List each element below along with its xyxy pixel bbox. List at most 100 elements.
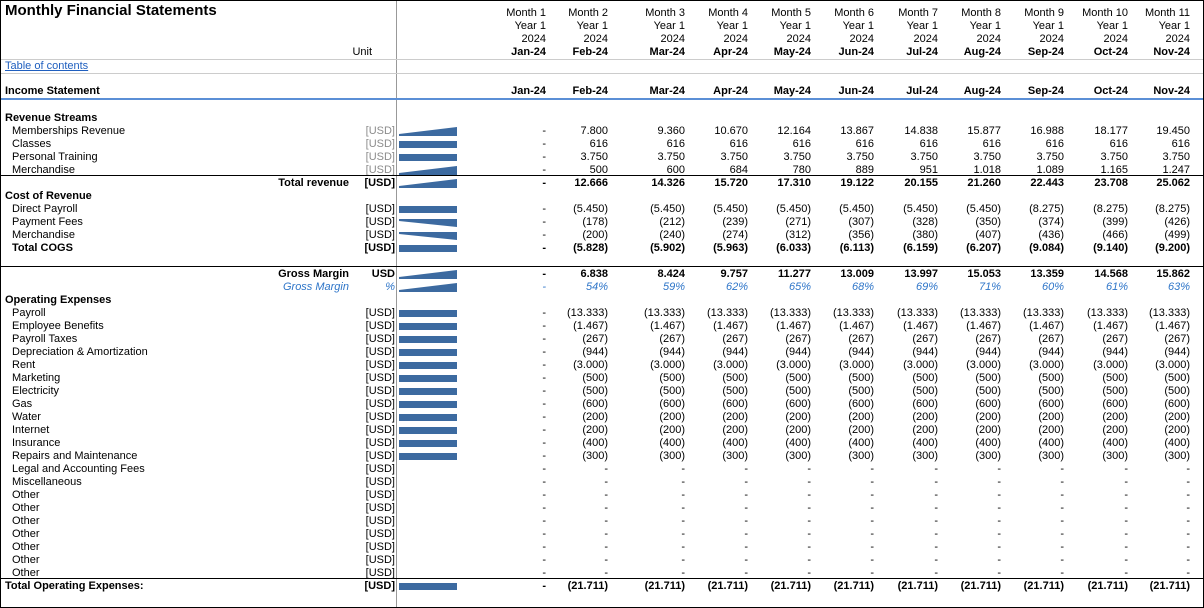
row-label: Other <box>12 567 40 579</box>
cell-value: (500) <box>659 372 685 384</box>
header-calendar-years: 2024 <box>913 33 938 45</box>
cell-value: (200) <box>785 411 811 423</box>
row-unit: [USD] <box>365 411 395 423</box>
cell-value: (466) <box>1102 229 1128 241</box>
cell-value: (200) <box>659 424 685 436</box>
cell-value: (399) <box>1102 216 1128 228</box>
cell-value: 3.750 <box>973 151 1001 163</box>
cell-value: 616 <box>589 138 608 150</box>
column-date: Feb-24 <box>572 85 608 97</box>
cell-value: (13.333) <box>567 307 608 319</box>
cell-value: (944) <box>1102 346 1128 358</box>
cell-value: - <box>744 541 748 553</box>
row-label: Internet <box>12 424 50 436</box>
cell-value: - <box>542 164 546 176</box>
cell-value: (300) <box>659 450 685 462</box>
cell-value: - <box>1124 502 1128 514</box>
row-unit: % <box>385 281 395 293</box>
row-unit: [USD] <box>365 359 395 371</box>
header-dates: Jun-24 <box>838 46 874 58</box>
cell-value: 21.260 <box>967 177 1001 189</box>
cell-value: (9.200) <box>1155 242 1190 254</box>
cell-value: (5.902) <box>650 242 685 254</box>
cell-value: - <box>604 489 608 501</box>
cell-value: (8.275) <box>1093 203 1128 215</box>
cell-value: - <box>997 463 1001 475</box>
cell-value: - <box>1186 502 1190 514</box>
row-label: Payroll Taxes <box>12 333 78 345</box>
cell-value: (400) <box>1164 437 1190 449</box>
cell-value: - <box>870 463 874 475</box>
header-years: Year 1 <box>969 20 1001 32</box>
cell-value: - <box>1124 515 1128 527</box>
cell-value: - <box>934 541 938 553</box>
row-label: Depreciation & Amortization <box>12 346 148 358</box>
row-label: Payment Fees <box>12 216 83 228</box>
row-label: Merchandise <box>12 229 75 241</box>
cell-value: (944) <box>1038 346 1064 358</box>
cell-value: - <box>542 320 546 332</box>
cell-value: (6.113) <box>839 242 874 254</box>
sparkline-shape <box>399 323 457 330</box>
cell-value: 19.450 <box>1156 125 1190 137</box>
cell-value: - <box>997 567 1001 579</box>
cell-value: (5.963) <box>713 242 748 254</box>
row-unit: [USD] <box>365 489 395 501</box>
cell-value: 889 <box>855 164 874 176</box>
cell-value: (267) <box>1038 333 1064 345</box>
cell-value: (944) <box>912 346 938 358</box>
sheet-title: Monthly Financial Statements <box>5 2 217 19</box>
cell-value: (1.467) <box>1029 320 1064 332</box>
row-unit: [USD] <box>365 385 395 397</box>
row-label: Electricity <box>12 385 60 397</box>
cell-value: (500) <box>722 385 748 397</box>
cell-value: (500) <box>848 372 874 384</box>
row-label: Other <box>12 489 40 501</box>
cell-value: 12.666 <box>574 177 608 189</box>
cell-value: (13.333) <box>770 307 811 319</box>
cell-value: 10.670 <box>714 125 748 137</box>
row-unit: [USD] <box>364 242 395 254</box>
row-unit: [USD] <box>365 216 395 228</box>
column-date: May-24 <box>773 85 811 97</box>
row-unit: [USD] <box>365 151 395 163</box>
row-label: Other <box>12 541 40 553</box>
sparkline <box>399 440 457 447</box>
header-months: Month 5 <box>771 7 811 19</box>
cell-value: (600) <box>912 398 938 410</box>
cell-value: (500) <box>1102 385 1128 397</box>
cell-value: (200) <box>1038 424 1064 436</box>
cell-value: - <box>1060 502 1064 514</box>
toc-link[interactable]: Table of contents <box>5 60 89 72</box>
cell-value: - <box>807 463 811 475</box>
cell-value: (200) <box>1038 411 1064 423</box>
column-date: Jul-24 <box>906 85 938 97</box>
cell-value: 616 <box>919 138 938 150</box>
cell-value: (500) <box>582 385 608 397</box>
sparkline-shape <box>399 283 457 292</box>
cell-value: - <box>542 398 546 410</box>
header-years: Year 1 <box>842 20 874 32</box>
cell-value: 14.838 <box>904 125 938 137</box>
cell-value: (400) <box>1038 437 1064 449</box>
cell-value: (600) <box>659 398 685 410</box>
cell-value: - <box>542 268 546 280</box>
cell-value: (500) <box>975 385 1001 397</box>
row-unit: [USD] <box>365 541 395 553</box>
cell-value: (500) <box>975 372 1001 384</box>
cell-value: (400) <box>582 437 608 449</box>
cell-value: (200) <box>912 411 938 423</box>
cell-value: (3.000) <box>839 359 874 371</box>
cell-value: 18.177 <box>1094 125 1128 137</box>
cell-value: (500) <box>1038 385 1064 397</box>
cell-value: 951 <box>919 164 938 176</box>
row-unit: [USD] <box>365 424 395 436</box>
cell-value: (21.711) <box>897 580 938 592</box>
header-dates: Oct-24 <box>1093 46 1128 58</box>
row-unit: [USD] <box>365 138 395 150</box>
sparkline-shape <box>399 401 457 408</box>
cell-value: (3.000) <box>573 359 608 371</box>
cell-value: (500) <box>912 372 938 384</box>
cell-value: - <box>870 502 874 514</box>
row-label: Direct Payroll <box>12 203 78 215</box>
